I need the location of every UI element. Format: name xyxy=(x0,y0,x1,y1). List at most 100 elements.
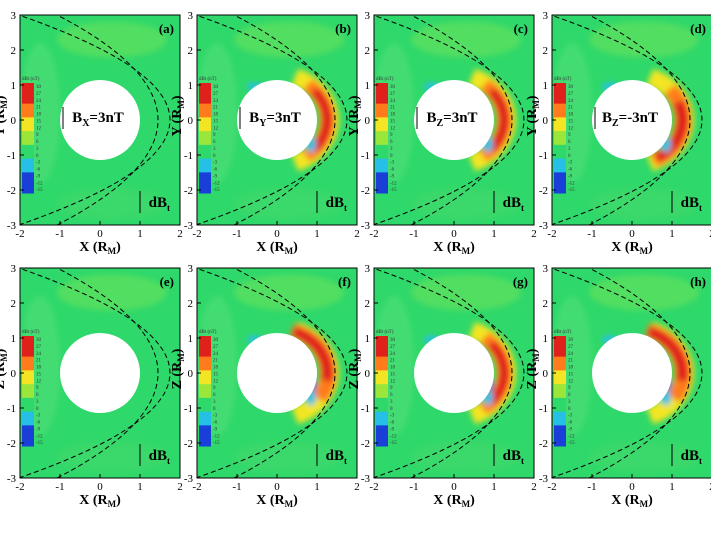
enhancement-band-orange xyxy=(289,323,337,403)
colorbar-tick-label: 30 xyxy=(36,85,42,90)
x-tick-label: -1 xyxy=(232,228,241,240)
colorbar-tick-label: 27 xyxy=(213,345,219,350)
y-tick-label: 1 xyxy=(543,80,549,92)
colorbar-tick-label: 3 xyxy=(568,147,571,152)
y-tick-label: 2 xyxy=(543,298,549,310)
background-patch xyxy=(589,21,699,58)
planet-obstacle xyxy=(237,80,317,160)
y-tick-label: -1 xyxy=(7,150,16,162)
colorbar-swatch xyxy=(376,158,388,166)
colorbar-swatch xyxy=(22,131,34,139)
colorbar-swatch xyxy=(554,172,566,180)
colorbar-tick-label: -6 xyxy=(36,168,41,173)
colorbar-tick-label: -15 xyxy=(568,188,575,193)
bow-shock-curve xyxy=(552,15,703,225)
colorbar-tick-label: 6 xyxy=(213,140,216,145)
y-tick-label: -1 xyxy=(539,150,548,162)
plot-area xyxy=(197,268,357,478)
component-label: dBt xyxy=(149,195,170,213)
x-tick-label: -2 xyxy=(369,228,378,240)
colorbar-swatch xyxy=(554,138,566,146)
colorbar-tick-label: 12 xyxy=(390,379,396,384)
colorbar-swatch xyxy=(376,96,388,105)
x-tick-label: 1 xyxy=(669,228,675,240)
colorbar-swatch xyxy=(199,370,211,378)
colorbar-tick-label: 12 xyxy=(36,379,42,384)
x-tick-label: 0 xyxy=(97,228,103,240)
colorbar-tick-label: -15 xyxy=(213,441,220,446)
colorbar-swatch xyxy=(376,439,388,447)
y-tick-label: 3 xyxy=(188,263,194,275)
colorbar-tick-label: -9 xyxy=(213,174,218,179)
colorbar-title: dBt (nT) xyxy=(554,330,572,335)
colorbar-swatch xyxy=(199,144,211,153)
y-tick-label: -3 xyxy=(7,473,17,485)
bow-shock-curve xyxy=(197,15,348,225)
y-axis-label: Y (RM) xyxy=(170,95,186,136)
colorbar-swatch xyxy=(22,83,34,91)
field-label: BZ=3nT xyxy=(426,110,477,129)
colorbar-tick-label: 0 xyxy=(36,154,39,159)
y-tick-label: 2 xyxy=(543,45,549,57)
y-tick-label: -2 xyxy=(184,438,193,450)
colorbar-tick-label: 0 xyxy=(568,154,571,159)
y-tick-label: -1 xyxy=(184,150,193,162)
x-tick-label: 2 xyxy=(709,481,711,493)
colorbar-swatch xyxy=(376,172,388,180)
x-tick-label: -1 xyxy=(232,481,241,493)
colorbar-swatch xyxy=(554,363,566,371)
colorbar-tick-label: -6 xyxy=(568,421,573,426)
y-tick-label: 3 xyxy=(11,10,17,22)
colorbar-tick-label: 18 xyxy=(36,366,42,371)
y-tick-label: 1 xyxy=(11,333,17,345)
background-patch xyxy=(589,274,699,311)
colorbar-tick-label: -3 xyxy=(390,414,395,419)
colorbar-swatch xyxy=(376,418,388,426)
colorbar-swatch xyxy=(22,418,34,426)
y-tick-label: 0 xyxy=(365,368,371,380)
y-tick-label: 0 xyxy=(11,368,17,380)
colorbar-tick-label: 6 xyxy=(390,140,393,145)
component-label: dBt xyxy=(503,195,524,213)
colorbar-swatch xyxy=(376,117,388,125)
x-tick-label: 2 xyxy=(531,481,537,493)
colorbar-swatch xyxy=(22,124,34,132)
colorbar-tick-label: -15 xyxy=(36,441,43,446)
colorbar-swatch xyxy=(554,425,566,433)
component-label: dBt xyxy=(326,195,347,213)
planet-obstacle xyxy=(237,333,317,413)
colorbar-tick-label: -12 xyxy=(36,181,43,186)
x-tick-label: -2 xyxy=(15,228,24,240)
background-patch xyxy=(57,274,167,311)
y-axis-label: Y (RM) xyxy=(347,95,363,136)
y-tick-label: 0 xyxy=(11,115,17,127)
colorbar-tick-label: 24 xyxy=(568,352,574,357)
y-tick-label: 1 xyxy=(11,80,17,92)
colorbar-tick-label: -15 xyxy=(568,441,575,446)
colorbar-swatch xyxy=(376,370,388,378)
colorbar-swatch xyxy=(22,179,34,187)
colorbar-swatch xyxy=(554,377,566,385)
x-tick-label: -1 xyxy=(409,228,418,240)
background-patch xyxy=(234,21,344,58)
y-axis-label: Z (RM) xyxy=(170,348,186,389)
colorbar-tick-label: 18 xyxy=(568,366,574,371)
colorbar-tick-label: 12 xyxy=(213,126,219,131)
colorbar-title: dBt (nT) xyxy=(22,77,40,82)
colorbar-tick-label: 3 xyxy=(568,400,571,405)
colorbar-swatch xyxy=(554,158,566,166)
colorbar-tick-label: 12 xyxy=(568,379,574,384)
x-tick-label: 1 xyxy=(491,228,497,240)
colorbar-swatch xyxy=(22,172,34,180)
colorbar-tick-label: 27 xyxy=(36,345,42,350)
y-axis-label: Z (RM) xyxy=(347,348,363,389)
x-axis-label: X (RM) xyxy=(256,493,298,509)
colorbar-swatch xyxy=(22,363,34,371)
colorbar-swatch xyxy=(199,439,211,447)
colorbar-tick-label: 18 xyxy=(390,366,396,371)
